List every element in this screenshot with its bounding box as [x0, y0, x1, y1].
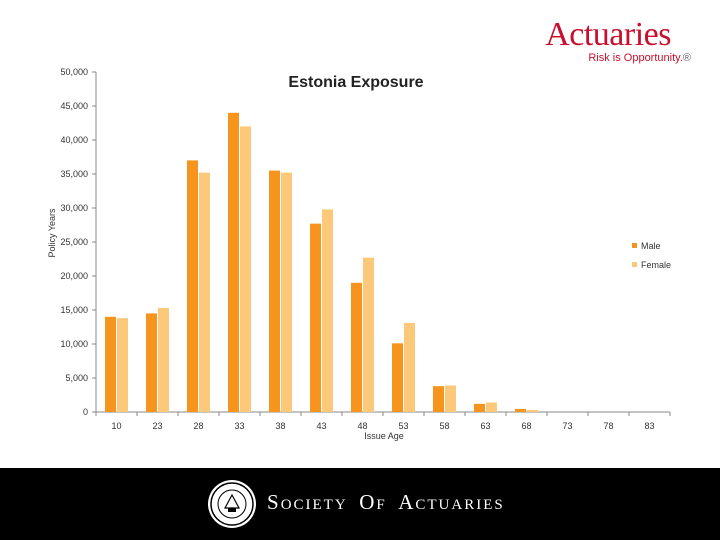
bar-male-63 — [474, 403, 485, 412]
x-tick-label: 10 — [111, 421, 121, 431]
chart: Estonia Exposure Policy Years Issue Age … — [47, 67, 671, 441]
x-tick-label: 23 — [152, 421, 162, 431]
y-tick-label: 50,000 — [60, 67, 88, 77]
legend-swatch-female — [632, 262, 637, 267]
x-tick-label: 43 — [316, 421, 326, 431]
bar-male-23 — [146, 313, 157, 412]
bar-male-10 — [105, 316, 116, 412]
x-tick-label: 38 — [275, 421, 285, 431]
bar-male-53 — [392, 343, 403, 412]
soa-wordmark: SOCIETY OF ACTUARIES — [267, 490, 505, 514]
x-tick-label: 63 — [480, 421, 490, 431]
y-tick-label: 45,000 — [60, 101, 88, 111]
y-tick-label: 30,000 — [60, 203, 88, 213]
footer-bar — [0, 468, 720, 540]
bar-male-33 — [228, 112, 239, 413]
chart-title: Estonia Exposure — [288, 74, 423, 91]
bar-male-43 — [310, 223, 321, 412]
bar-female-43 — [322, 209, 333, 412]
legend-swatch-male — [632, 243, 637, 248]
x-tick-label: 68 — [521, 421, 531, 431]
y-tick-label: 10,000 — [60, 339, 88, 349]
bar-male-58 — [433, 386, 444, 412]
legend-label-female: Female — [641, 260, 671, 270]
x-tick-label: 58 — [439, 421, 449, 431]
y-tick-label: 20,000 — [60, 271, 88, 281]
bar-female-38 — [281, 172, 292, 412]
bar-male-68 — [515, 408, 526, 412]
y-axis-title: Policy Years — [47, 208, 57, 258]
y-tick-label: 15,000 — [60, 305, 88, 315]
bar-female-28 — [199, 172, 210, 412]
x-tick-label: 53 — [398, 421, 408, 431]
x-tick-label: 33 — [234, 421, 244, 431]
y-tick-label: 0 — [83, 407, 88, 417]
bars — [105, 112, 538, 413]
y-tick-label: 5,000 — [65, 373, 88, 383]
bar-female-10 — [117, 318, 128, 412]
bar-female-63 — [486, 402, 497, 412]
actuaries-logo: Actuaries Risk is Opportunity.® — [533, 14, 693, 68]
y-tick-label: 25,000 — [60, 237, 88, 247]
brand-name: Actuaries — [545, 16, 671, 53]
bar-male-28 — [187, 160, 198, 412]
bar-female-58 — [445, 385, 456, 412]
soa-seal-icon — [208, 480, 256, 528]
registered-mark: ® — [682, 52, 691, 64]
x-tick-label: 78 — [603, 421, 613, 431]
x-axis: 10 23 28 33 38 43 48 53 58 63 68 73 78 83 — [95, 411, 671, 431]
bar-female-48 — [363, 257, 374, 412]
x-tick-label: 73 — [562, 421, 572, 431]
y-axis: 0 5,000 10,000 15,000 20,000 25,000 30,000 35,0… — [60, 67, 97, 417]
bar-male-38 — [269, 170, 280, 412]
bar-female-23 — [158, 307, 169, 412]
bar-female-68 — [527, 409, 538, 412]
bar-female-53 — [404, 322, 415, 412]
x-tick-label: 83 — [644, 421, 654, 431]
x-tick-label: 28 — [193, 421, 203, 431]
legend-label-male: Male — [641, 241, 661, 251]
brand-tagline: Risk is Opportunity.® — [588, 52, 691, 64]
y-tick-label: 35,000 — [60, 169, 88, 179]
bar-female-33 — [240, 126, 251, 413]
x-axis-title: Issue Age — [364, 431, 404, 441]
legend: Male Female — [632, 241, 671, 270]
brand-tagline-text: Risk is Opportunity. — [588, 52, 683, 64]
x-tick-label: 48 — [357, 421, 367, 431]
y-tick-label: 40,000 — [60, 135, 88, 145]
bar-male-48 — [351, 282, 362, 412]
